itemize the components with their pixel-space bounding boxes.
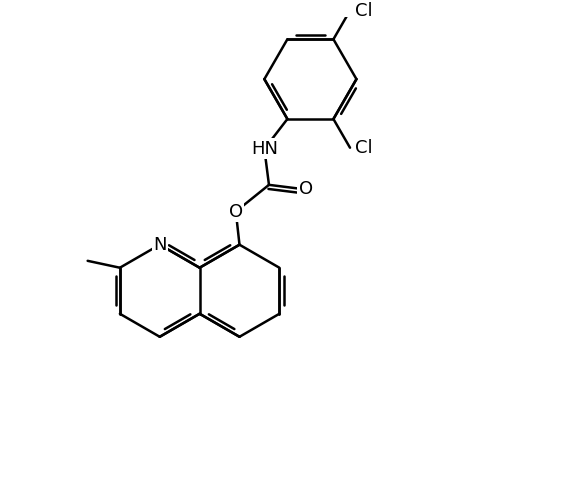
Text: O: O (299, 180, 313, 198)
Text: O: O (229, 203, 243, 220)
Text: Cl: Cl (355, 139, 373, 156)
Text: Cl: Cl (355, 1, 373, 20)
Text: HN: HN (251, 140, 278, 158)
Text: N: N (153, 236, 167, 254)
